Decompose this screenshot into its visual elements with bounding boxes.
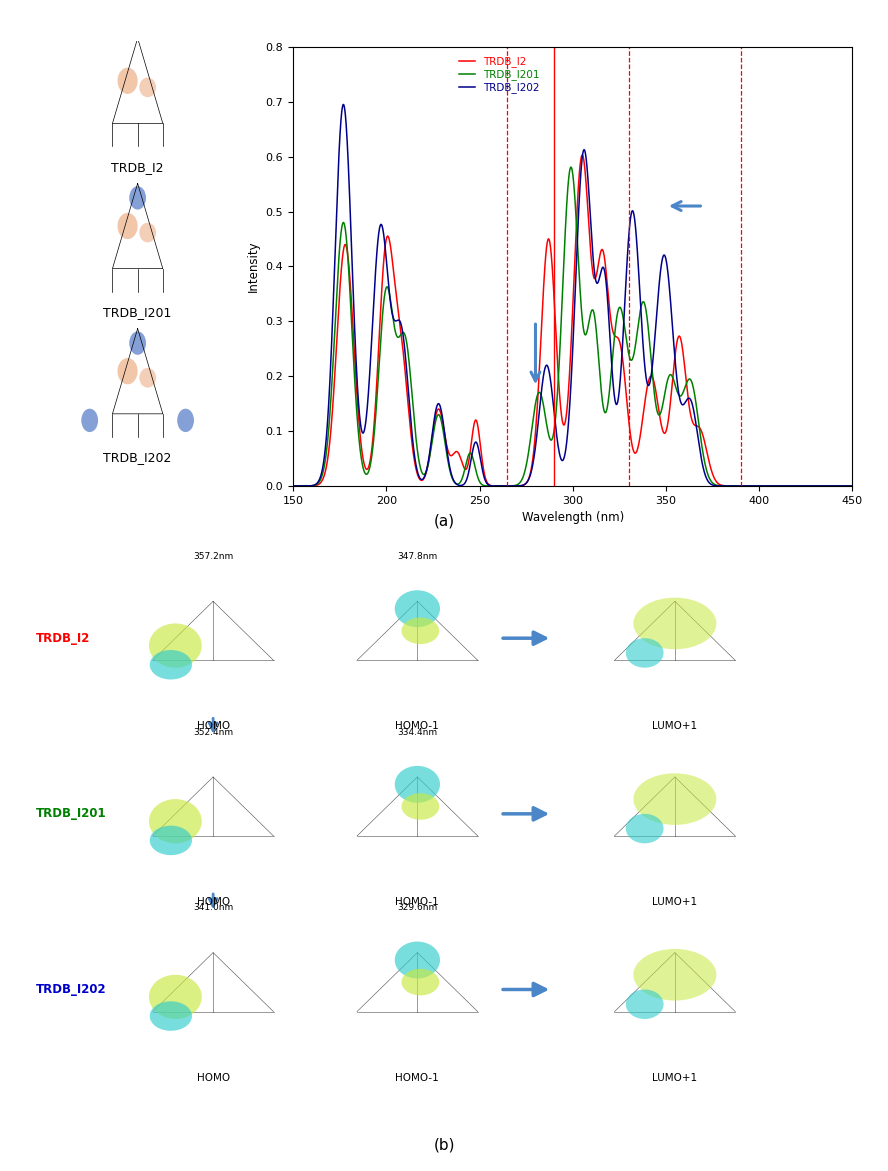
Ellipse shape <box>626 638 663 667</box>
TRDB_I201 <box>352 406 362 420</box>
TRDB_I201 <box>836 479 847 493</box>
Text: TRDB_I201: TRDB_I201 <box>36 807 107 821</box>
Ellipse shape <box>82 409 98 432</box>
TRDB_I201 <box>527 422 537 436</box>
TRDB_I2 <box>776 479 787 493</box>
Text: TRDB_I2: TRDB_I2 <box>36 631 90 645</box>
Ellipse shape <box>150 826 192 855</box>
X-axis label: Wavelength (nm): Wavelength (nm) <box>521 512 624 525</box>
Ellipse shape <box>150 650 192 679</box>
Ellipse shape <box>401 968 440 995</box>
Ellipse shape <box>633 597 717 649</box>
TRDB_I202 <box>527 461 537 475</box>
TRDB_I202 <box>847 479 858 493</box>
Ellipse shape <box>149 623 202 667</box>
TRDB_I201 <box>385 290 395 304</box>
Ellipse shape <box>394 590 440 628</box>
TRDB_I2 <box>847 479 858 493</box>
Text: 347.8nm: 347.8nm <box>397 552 438 561</box>
TRDB_I2 <box>503 479 513 493</box>
Text: TRDB_I202: TRDB_I202 <box>36 982 107 997</box>
Text: LUMO+1: LUMO+1 <box>653 1073 697 1083</box>
Text: HOMO-1: HOMO-1 <box>395 1073 440 1083</box>
Ellipse shape <box>149 799 202 843</box>
Text: 357.2nm: 357.2nm <box>193 552 234 561</box>
Text: 352.4nm: 352.4nm <box>193 727 234 737</box>
TRDB_I201 <box>847 479 858 493</box>
TRDB_I202 <box>385 294 395 308</box>
Ellipse shape <box>394 766 440 803</box>
TRDB_I2 <box>577 148 588 162</box>
Ellipse shape <box>117 358 138 384</box>
Ellipse shape <box>633 949 717 1000</box>
Text: 334.4nm: 334.4nm <box>397 727 438 737</box>
TRDB_I2 <box>527 459 537 473</box>
Ellipse shape <box>139 368 156 388</box>
Text: HOMO: HOMO <box>196 1073 230 1083</box>
Ellipse shape <box>139 222 156 242</box>
Ellipse shape <box>149 974 202 1019</box>
Text: TRDB_I201: TRDB_I201 <box>104 306 171 320</box>
Ellipse shape <box>150 1001 192 1030</box>
TRDB_I202 <box>503 479 513 493</box>
Ellipse shape <box>139 77 156 97</box>
Ellipse shape <box>178 409 194 432</box>
TRDB_I201 <box>776 479 787 493</box>
Text: TRDB_I2: TRDB_I2 <box>111 160 164 174</box>
Line: TRDB_I202: TRDB_I202 <box>293 104 852 486</box>
Text: (b): (b) <box>433 1138 455 1152</box>
Ellipse shape <box>633 773 717 824</box>
Ellipse shape <box>130 331 146 355</box>
Ellipse shape <box>117 213 138 239</box>
Ellipse shape <box>401 617 440 644</box>
Ellipse shape <box>626 814 663 843</box>
TRDB_I202 <box>352 372 362 386</box>
Text: LUMO+1: LUMO+1 <box>653 721 697 732</box>
Y-axis label: Intensity: Intensity <box>247 240 260 293</box>
Line: TRDB_I2: TRDB_I2 <box>293 155 852 486</box>
Text: LUMO+1: LUMO+1 <box>653 897 697 908</box>
TRDB_I201 <box>288 479 298 493</box>
Text: (a): (a) <box>433 514 455 528</box>
TRDB_I201 <box>503 479 513 493</box>
Text: HOMO: HOMO <box>196 721 230 732</box>
Ellipse shape <box>130 186 146 210</box>
Text: 341.0nm: 341.0nm <box>193 903 234 912</box>
Line: TRDB_I201: TRDB_I201 <box>293 167 852 486</box>
Legend: TRDB_I2, TRDB_I201, TRDB_I202: TRDB_I2, TRDB_I201, TRDB_I202 <box>455 52 543 97</box>
Ellipse shape <box>394 941 440 979</box>
Ellipse shape <box>626 989 663 1019</box>
Text: HOMO-1: HOMO-1 <box>395 897 440 908</box>
Text: TRDB_I202: TRDB_I202 <box>104 451 171 465</box>
TRDB_I202 <box>836 479 847 493</box>
TRDB_I202 <box>338 97 349 111</box>
TRDB_I2 <box>352 385 362 399</box>
Text: HOMO-1: HOMO-1 <box>395 721 440 732</box>
Text: HOMO: HOMO <box>196 897 230 908</box>
Text: 329.6nm: 329.6nm <box>397 903 438 912</box>
TRDB_I202 <box>776 479 787 493</box>
TRDB_I201 <box>566 160 576 174</box>
TRDB_I202 <box>288 479 298 493</box>
Ellipse shape <box>401 793 440 820</box>
TRDB_I2 <box>385 237 395 251</box>
Ellipse shape <box>117 68 138 94</box>
TRDB_I2 <box>836 479 847 493</box>
TRDB_I2 <box>288 479 298 493</box>
